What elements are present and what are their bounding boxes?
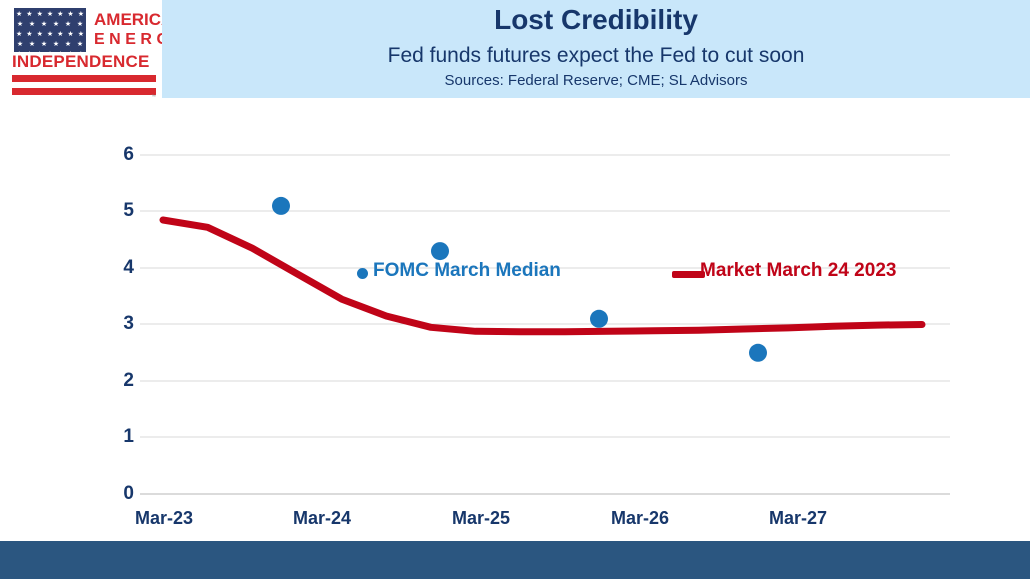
y-tick-3: 3: [123, 313, 134, 334]
chart-svg: [140, 154, 950, 495]
star-row: ★★★★★★★: [14, 51, 86, 52]
y-tick-4: 4: [123, 257, 134, 278]
y-tick-0: 0: [123, 483, 134, 504]
logo-text-independence: INDEPENDENCE: [12, 52, 150, 71]
x-tick-mar-23: Mar-23: [134, 508, 194, 528]
series-line-market-march-24-2023: [163, 219, 400, 365]
y-tick-6: 6: [123, 144, 134, 165]
page-title: Lost Credibility: [494, 4, 698, 35]
logo-text-energy: ENERGY: [94, 31, 189, 48]
footer-band: [0, 541, 1030, 579]
logo-stripe-lower: [12, 88, 156, 95]
legend-label-fomc: FOMC March Median: [373, 260, 561, 281]
x-tick-mar-24: Mar-24: [292, 508, 352, 528]
x-tick-mar-26: Mar-26: [610, 508, 670, 528]
scatter-point: [590, 309, 608, 328]
scatter-point: [431, 242, 449, 261]
scatter-point: [272, 196, 290, 215]
logo-trademark: ™: [151, 94, 156, 100]
legend-marker-market-line-icon: [672, 271, 705, 278]
x-tick-mar-25: Mar-25: [451, 508, 511, 528]
star-row: ★★★★★★★: [16, 11, 84, 18]
y-tick-1: 1: [123, 426, 134, 447]
flag-star-field-icon: ★★★★★★★ ★★★★★★ ★★★★★★★ ★★★★★★ ★★★★★★★: [14, 8, 86, 52]
series-line-market: [159, 216, 926, 336]
logo-stripe-upper: [12, 75, 156, 82]
y-tick-2: 2: [123, 370, 134, 391]
y-tick-5: 5: [123, 200, 134, 221]
star-row: ★ ★ ★ ★ ★ ★: [16, 21, 84, 28]
series-scatter-fomc-march-median: [272, 196, 767, 362]
x-tick-mar-27: Mar-27: [768, 508, 828, 528]
scatter-point: [749, 343, 767, 362]
legend-marker-fomc-dot-icon: [357, 268, 368, 279]
star-row: ★★★★★★★: [16, 31, 84, 38]
chart-plot-area: 6 5 4 3 2 1 0 Mar-23 Mar-24 Mar-25 Mar-2…: [0, 98, 1030, 541]
legend-label-market: Market March 24 2023: [700, 260, 897, 281]
star-row: ★ ★ ★ ★ ★ ★: [16, 41, 84, 48]
page-subtitle: Fed funds futures expect the Fed to cut …: [387, 44, 805, 67]
american-energy-independence-logo: ★★★★★★★ ★★★★★★ ★★★★★★★ ★★★★★★ ★★★★★★★ AM…: [6, 4, 186, 100]
header-band: [162, 0, 1030, 98]
source-note: Sources: Federal Reserve; CME; SL Adviso…: [444, 72, 748, 89]
